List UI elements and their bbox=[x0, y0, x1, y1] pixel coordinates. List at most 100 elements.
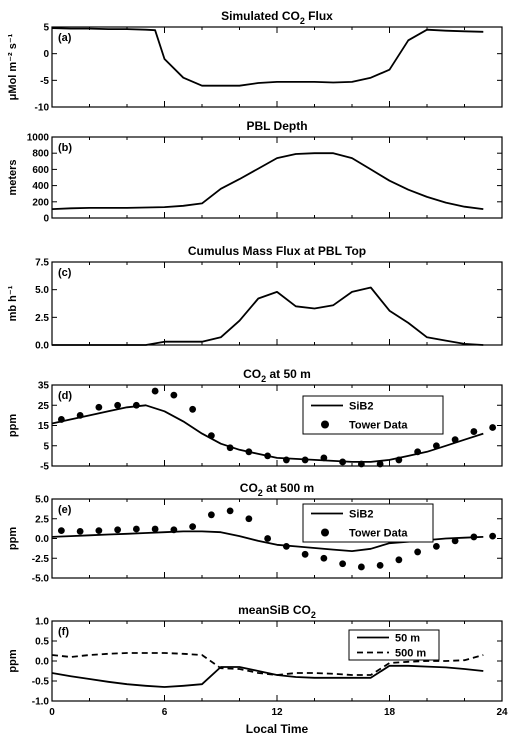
data-point-tower-data bbox=[320, 554, 328, 562]
panel-label: (b) bbox=[58, 142, 72, 154]
data-point-tower-data bbox=[245, 448, 253, 456]
data-point-tower-data bbox=[57, 416, 65, 423]
legend-label: 500 m bbox=[395, 648, 426, 660]
y-tick-label: 0 bbox=[43, 214, 49, 225]
title-main: PBL Depth bbox=[246, 119, 307, 133]
y-tick-label: 5.0 bbox=[35, 495, 49, 506]
legend-label: 50 m bbox=[395, 633, 420, 645]
data-point-tower-data bbox=[451, 537, 459, 545]
y-tick-label: 0.0 bbox=[35, 657, 49, 668]
y-tick-label: 7.5 bbox=[35, 258, 49, 269]
data-point-tower-data bbox=[114, 401, 122, 409]
panel-c: Cumulus Mass Flux at PBL Top (c) mb h⁻¹ 0.0… bbox=[7, 244, 503, 352]
y-tick-label: 0.0 bbox=[35, 534, 49, 545]
data-point-tower-data bbox=[339, 458, 347, 466]
data-point-tower-data bbox=[76, 411, 84, 419]
title-rest: at 50 m bbox=[266, 367, 311, 381]
data-point-tower-data bbox=[301, 550, 309, 558]
panel-title: PBL Depth bbox=[246, 119, 307, 133]
data-point-tower-data bbox=[132, 525, 140, 533]
data-point-tower-data bbox=[432, 543, 440, 550]
panel-label: (c) bbox=[58, 267, 72, 279]
data-point-tower-data bbox=[95, 527, 103, 534]
title-subscript: 2 bbox=[300, 16, 305, 26]
data-point-tower-data bbox=[470, 533, 478, 541]
y-tick-label: 2.5 bbox=[35, 313, 49, 324]
legend-label: Tower Data bbox=[349, 528, 408, 540]
title-main: meanSiB CO bbox=[238, 603, 311, 617]
y-tick-label: 2.5 bbox=[35, 514, 49, 525]
y-tick-label: 5 bbox=[43, 23, 49, 34]
data-point-tower-data bbox=[114, 526, 122, 534]
data-point-tower-data bbox=[339, 560, 347, 568]
panel-f: meanSiB CO2 (f) ppm -1.0 -0.5 0.0 0.5 1.0 50 m 50… bbox=[7, 603, 503, 708]
data-point-tower-data bbox=[76, 527, 84, 535]
panel-label: (f) bbox=[58, 626, 69, 638]
x-tick-label: 18 bbox=[384, 707, 396, 718]
title-subscript: 2 bbox=[258, 488, 263, 498]
data-point-tower-data bbox=[151, 387, 159, 395]
y-axis-label: meters bbox=[7, 159, 19, 195]
data-point-tower-data bbox=[170, 526, 178, 534]
y-tick-label: -5.0 bbox=[32, 574, 50, 585]
data-point-tower-data bbox=[226, 444, 234, 452]
data-point-tower-data bbox=[282, 543, 290, 550]
title-main: Cumulus Mass Flux at PBL Top bbox=[188, 244, 366, 258]
panel-label: (a) bbox=[58, 32, 72, 44]
y-tick-label: 5 bbox=[43, 441, 49, 452]
legend-box bbox=[348, 629, 440, 661]
series-line-series-0 bbox=[51, 152, 484, 210]
data-point-tower-data bbox=[357, 460, 365, 468]
data-point-tower-data bbox=[357, 563, 365, 571]
x-axis-label: Local Time bbox=[246, 722, 309, 736]
legend-marker bbox=[321, 528, 329, 537]
panel-title: meanSiB CO2 bbox=[238, 603, 316, 620]
data-point-tower-data bbox=[189, 405, 197, 413]
y-tick-label: 1.0 bbox=[35, 617, 49, 628]
data-point-tower-data bbox=[376, 561, 384, 569]
y-axis-label: mb h⁻¹ bbox=[7, 285, 19, 321]
y-axis-label: ppm bbox=[7, 527, 19, 550]
data-point-tower-data bbox=[489, 424, 497, 431]
series-line-series-0 bbox=[51, 27, 484, 87]
legend-label: Tower Data bbox=[349, 420, 408, 432]
y-tick-label: -5 bbox=[40, 462, 49, 473]
title-subscript: 2 bbox=[261, 374, 266, 384]
series-line-500-m bbox=[51, 652, 484, 676]
data-point-tower-data bbox=[451, 436, 459, 444]
data-point-tower-data bbox=[207, 432, 215, 440]
y-tick-label: 15 bbox=[38, 421, 50, 432]
plot-frame bbox=[51, 261, 503, 346]
y-tick-label: 0 bbox=[43, 49, 49, 60]
panel-title: CO2 at 500 m bbox=[240, 481, 314, 498]
y-tick-label: 0.0 bbox=[35, 341, 49, 352]
panel-title: CO2 at 50 m bbox=[243, 367, 311, 384]
panel-a: Simulated CO2 Flux (a) μMol m⁻² s⁻¹ -10 -5 0 5 bbox=[7, 9, 503, 114]
y-tick-label: -10 bbox=[35, 103, 50, 114]
title-rest: at 500 m bbox=[263, 481, 314, 495]
y-tick-label: -2.5 bbox=[32, 554, 50, 565]
plot-frame bbox=[51, 26, 503, 108]
data-point-tower-data bbox=[132, 401, 140, 409]
panel-e: CO2 at 500 m (e) ppm -5.0 -2.5 0.0 2.5 5.0 SiB2 T… bbox=[7, 481, 503, 585]
series-line-50-m bbox=[51, 664, 484, 688]
title-rest: Flux bbox=[305, 9, 333, 23]
y-tick-label: 25 bbox=[38, 401, 50, 412]
legend-label: SiB2 bbox=[349, 401, 373, 413]
x-tick-label: 12 bbox=[271, 707, 283, 718]
x-tick-label: 6 bbox=[162, 707, 168, 718]
y-tick-label: 600 bbox=[32, 165, 49, 176]
title-subscript: 2 bbox=[311, 610, 316, 620]
y-tick-label: 0.5 bbox=[35, 637, 49, 648]
plot-frame bbox=[51, 136, 503, 219]
data-point-tower-data bbox=[432, 442, 440, 450]
data-point-tower-data bbox=[282, 456, 290, 464]
data-point-tower-data bbox=[414, 448, 422, 456]
data-point-tower-data bbox=[170, 391, 178, 399]
y-tick-label: 5.0 bbox=[35, 285, 49, 296]
y-tick-label: -0.5 bbox=[32, 677, 50, 688]
y-tick-label: -5 bbox=[40, 76, 49, 87]
data-point-tower-data bbox=[320, 454, 328, 462]
data-point-tower-data bbox=[376, 460, 384, 468]
